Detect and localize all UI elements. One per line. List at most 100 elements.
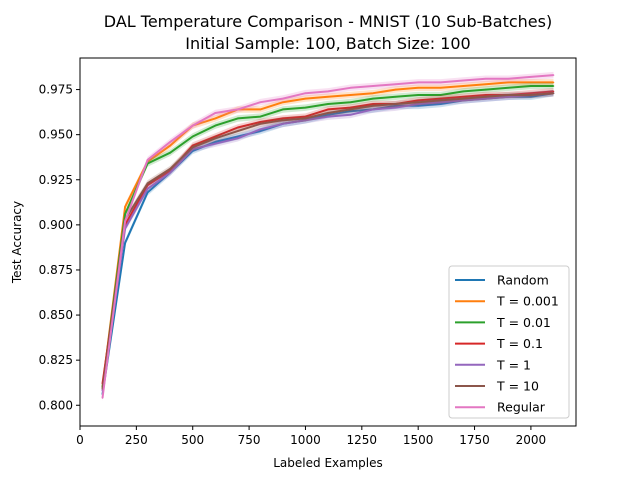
x-axis-label: Labeled Examples [273,456,383,470]
data-point [191,124,194,127]
x-tick-label: 500 [181,433,204,447]
x-tick-label: 250 [125,433,148,447]
data-point [349,94,352,96]
data-point [485,96,487,98]
data-point [372,97,374,100]
data-point [462,79,465,82]
data-point [282,119,284,121]
plot-frame [79,57,577,427]
data-point [237,108,239,111]
data-point [552,81,555,84]
series-t-1 [101,89,555,395]
data-point [327,108,329,111]
data-point [439,101,442,103]
data-point [282,123,284,125]
x-tick-label: 1250 [347,433,378,447]
legend-label: T = 10 [496,379,539,394]
data-point [439,99,442,102]
data-point [485,97,487,100]
data-point [169,151,171,154]
data-point [394,105,397,107]
data-point [349,106,352,109]
data-point [237,130,239,132]
legend-label: T = 0.1 [496,336,543,351]
data-point [282,101,284,103]
data-point [259,123,262,125]
data-point [439,81,442,84]
data-point [169,144,171,147]
data-point [485,88,487,91]
data-point [462,96,465,98]
legend-item: T = 0.01 [455,315,551,330]
x-tick-label: 1500 [403,433,434,447]
data-point [530,81,532,84]
data-point [169,141,171,143]
data-point [417,101,420,103]
y-tick-label: 0.875 [39,263,73,277]
data-point [417,103,420,105]
legend-item: T = 1 [455,357,531,372]
data-point [304,117,307,120]
data-point [124,213,126,215]
data-point [259,115,262,118]
data-point [372,92,374,94]
series-regular [101,71,555,402]
data-point [417,94,420,96]
chart-subtitle: Initial Sample: 100, Batch Size: 100 [185,34,470,53]
x-tick-label: 2000 [516,433,547,447]
data-point [124,220,126,223]
series-layer [101,71,555,402]
x-tick-label: 1000 [290,433,321,447]
data-point [282,108,284,111]
data-point [439,94,442,96]
data-point [394,96,397,98]
legend-label: Regular [497,400,546,415]
legend-item: T = 10 [455,379,539,394]
data-point [237,126,239,129]
data-point [439,87,442,89]
data-point [282,117,284,120]
data-point [530,92,532,94]
data-point [237,117,239,120]
data-point [214,112,217,114]
data-point [349,114,352,116]
data-point [146,182,149,185]
data-point [507,87,510,89]
data-point [552,74,555,76]
legend-item: Random [455,273,549,288]
data-point [304,106,307,109]
data-point [304,92,307,94]
data-point [485,94,487,96]
data-point [327,114,329,116]
x-tick-label: 750 [238,433,261,447]
data-point [439,97,442,100]
x-tick-label: 0 [76,433,84,447]
data-point [146,191,149,194]
data-point [417,81,420,84]
data-point [372,108,374,111]
x-axis: 0 250 500 750 1000 1250 1500 1750 2000 [76,426,546,447]
data-point [191,146,194,149]
data-point [417,87,420,89]
data-point [214,141,217,143]
legend-item: T = 0.001 [455,294,559,309]
data-point [372,103,374,105]
data-point [327,96,329,98]
y-axis: 0.800 0.825 0.850 0.875 0.900 0.925 0.950 0.975 [39,83,80,412]
y-tick-label: 0.950 [39,128,73,142]
data-point [349,101,352,103]
data-point [237,135,239,138]
data-point [439,103,442,105]
legend-label: T = 1 [496,357,531,372]
data-point [394,106,397,109]
data-point [191,144,194,147]
data-point [349,110,352,112]
data-point [530,96,532,98]
data-point [259,121,262,123]
legend-label: T = 0.01 [496,315,551,330]
data-point [124,242,126,244]
data-point [259,130,262,132]
y-tick-label: 0.975 [39,83,73,97]
x-tick-label: 1750 [459,433,490,447]
data-point [530,85,532,87]
